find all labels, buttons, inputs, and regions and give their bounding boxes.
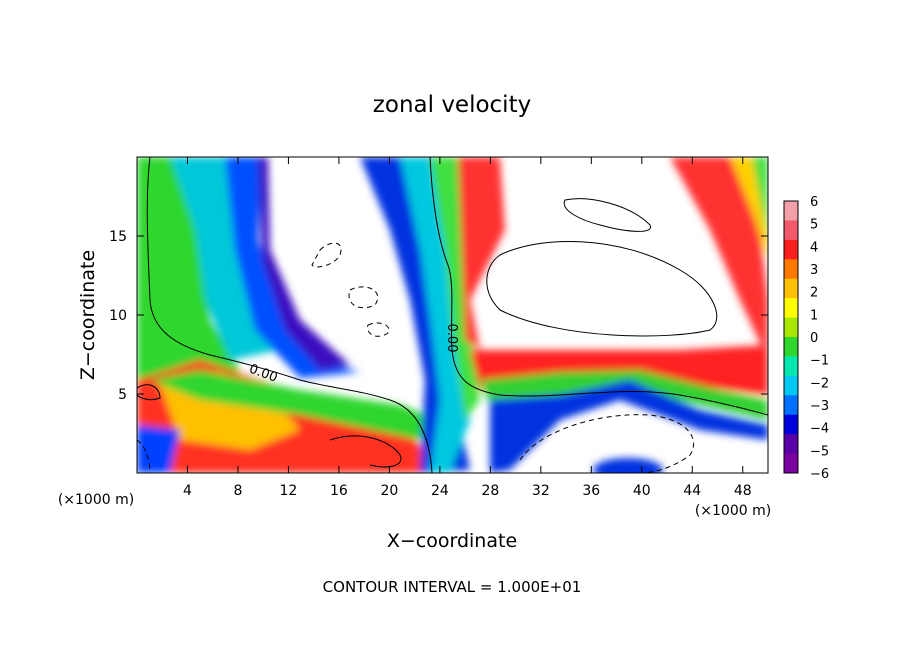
x-axis: 4 8 12 16 20 24 28 32 36 40 44 48 <box>183 157 752 499</box>
colorbar-tick-label: 5 <box>810 218 818 233</box>
colorbar-tick-label: 1 <box>810 308 818 323</box>
x-tick-label: 36 <box>582 483 600 499</box>
colorbar-tick-label: −1 <box>810 354 829 369</box>
y-tick-label: 5 <box>118 387 127 403</box>
contour-dashed-west <box>137 439 151 473</box>
velocity-field <box>137 157 768 473</box>
y-tick-label: 10 <box>109 308 127 324</box>
east-band-green <box>480 370 768 420</box>
colorbar-swatch <box>784 317 798 338</box>
chart-title: zonal velocity <box>373 92 531 118</box>
x-unit-right: (×1000 m) <box>695 503 771 519</box>
colorbar-tick-label: 6 <box>810 195 818 210</box>
contour-label-group: 0.00 0.00 <box>247 324 459 386</box>
colorbar-swatch <box>784 356 798 377</box>
contour-dashed-east <box>519 414 695 473</box>
mid-column-cyan <box>400 157 470 473</box>
contour-lines <box>137 157 768 473</box>
x-tick-label: 20 <box>380 483 398 499</box>
colorbar-tick-label: −5 <box>810 444 829 459</box>
low-level-blue <box>137 425 180 473</box>
colorbar-swatch <box>784 414 798 435</box>
colorbar-swatch <box>784 298 798 319</box>
colorbar-swatch <box>784 375 798 396</box>
x-tick-label: 40 <box>633 483 651 499</box>
x-tick-label: 44 <box>683 483 701 499</box>
colorbar-swatch <box>784 395 798 416</box>
x-tick-label: 24 <box>431 483 449 499</box>
contour-dashed-1 <box>311 242 342 268</box>
contour-low-west <box>137 384 161 401</box>
east-band-red <box>470 345 768 395</box>
east-upper-green <box>752 157 768 240</box>
west-jet-green <box>137 157 240 390</box>
east-upper-red <box>670 157 768 360</box>
colorbar-swatch <box>784 259 798 280</box>
y-axis-label: Z−coordinate <box>77 250 99 380</box>
x-unit-left: (×1000 m) <box>58 492 134 508</box>
contour-zero-center <box>429 157 768 416</box>
contour-zero-west <box>146 157 433 473</box>
colorbar-swatch <box>784 220 798 241</box>
colorbar-frame <box>783 200 799 474</box>
colorbar-tick-label: −6 <box>810 467 829 482</box>
colorbar-tick-label: 2 <box>810 286 818 301</box>
x-tick-label: 28 <box>481 483 499 499</box>
x-tick-label: 48 <box>734 483 752 499</box>
west-jet-blue <box>225 157 360 378</box>
colorbar-tick-label: 3 <box>810 263 818 278</box>
colorbar-tick-label: 0 <box>810 331 818 346</box>
colorbar-swatch <box>784 337 798 357</box>
y-tick-label: 15 <box>109 229 127 245</box>
x-tick-label: 8 <box>233 483 242 499</box>
colorbar-tick-label: −3 <box>810 399 829 414</box>
colorbar-tick-label: −4 <box>810 422 829 437</box>
x-tick-label: 16 <box>330 483 348 499</box>
x-tick-label: 12 <box>280 483 298 499</box>
bottom-blob <box>593 458 663 473</box>
x-tick-label: 4 <box>183 483 192 499</box>
contour-low-center <box>329 435 402 468</box>
contour-upper-closed <box>563 198 651 232</box>
x-axis-label: X−coordinate <box>387 530 517 552</box>
contour-label-center: 0.00 <box>444 324 459 353</box>
colorbar-swatch <box>784 434 798 455</box>
contour-interval-note: CONTOUR INTERVAL = 1.000E+01 <box>323 578 582 596</box>
colorbar-swatch <box>784 453 798 474</box>
east-band-blue <box>490 380 768 473</box>
colorbar-tick-label: −2 <box>810 376 829 391</box>
contour-dashed-2 <box>348 286 378 309</box>
west-jet-purple <box>258 157 350 370</box>
contour-dashed-3 <box>367 322 390 337</box>
low-level-green <box>150 370 440 440</box>
contour-east-closed <box>486 240 718 337</box>
colorbar: 6 5 4 3 2 1 0 −1 −2 −3 −4 −5 −6 <box>783 195 829 482</box>
mid-column-green <box>430 157 480 420</box>
colorbar-swatch <box>784 201 798 221</box>
x-tick-label: 32 <box>532 483 550 499</box>
colorbar-swatch <box>784 278 798 299</box>
mid-column-red <box>458 157 505 350</box>
colorbar-tick-label: 4 <box>810 240 818 255</box>
y-axis: 5 10 15 <box>109 229 768 403</box>
colorbar-swatch <box>784 239 798 260</box>
